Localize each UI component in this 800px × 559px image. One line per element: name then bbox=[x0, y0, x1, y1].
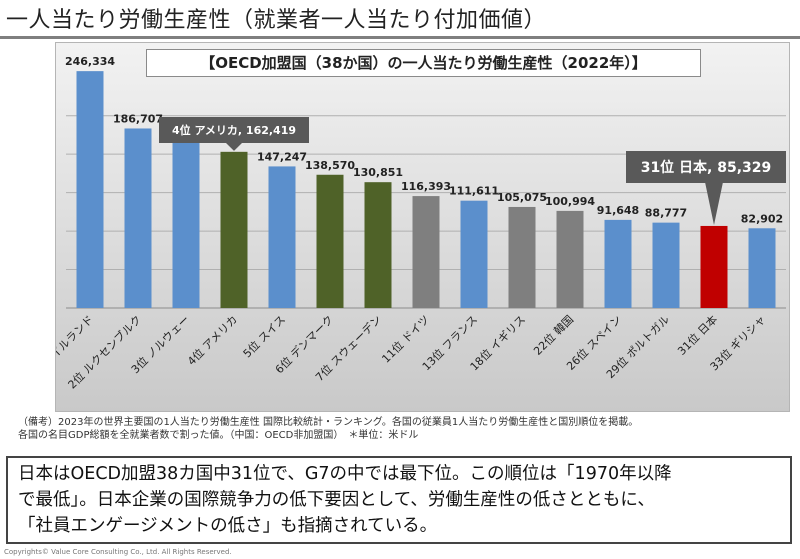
page-title: 一人当たり労働生産性（就業者一人当たり付加価値） bbox=[6, 8, 547, 33]
summary-line-3: 「社員エンゲージメントの低さ」も指摘されている。 bbox=[18, 516, 438, 536]
bar bbox=[364, 182, 392, 308]
bar bbox=[460, 200, 488, 308]
bar bbox=[124, 128, 152, 308]
category-label: 11位 ドイツ bbox=[379, 312, 432, 365]
bar bbox=[652, 222, 680, 308]
bar bbox=[748, 228, 776, 308]
bar bbox=[508, 206, 536, 308]
value-label: 147,247 bbox=[257, 150, 307, 163]
value-label: 105,075 bbox=[497, 191, 547, 204]
bar bbox=[604, 219, 632, 308]
value-label: 130,851 bbox=[353, 166, 403, 179]
value-label: 246,334 bbox=[65, 55, 115, 68]
summary-box: 日本はOECD加盟38カ国中31位で、G7の中では最下位。この順位は「1970年… bbox=[6, 456, 792, 544]
title-divider bbox=[0, 36, 800, 39]
bar bbox=[700, 225, 728, 308]
bar bbox=[412, 196, 440, 308]
copyright: Copyrights© Value Core Consulting Co., L… bbox=[4, 548, 232, 556]
notes-line-1: （備考）2023年の世界主要国の1人当たり労働生産性 国際比較統計・ランキング。… bbox=[18, 417, 639, 428]
bar bbox=[172, 138, 200, 308]
summary-line-1: 日本はOECD加盟38カ国中31位で、G7の中では最下位。この順位は「1970年… bbox=[18, 464, 672, 484]
value-label: 138,570 bbox=[305, 159, 355, 172]
callout-pointer bbox=[705, 182, 723, 225]
summary-line-2: で最低」。日本企業の国際競争力の低下要因として、労働生産性の低さとともに、 bbox=[18, 490, 655, 510]
value-label: 111,611 bbox=[449, 185, 499, 198]
category-label: 5位 スイス bbox=[240, 312, 288, 360]
notes-line-2: 各国の名目GDP総額を全就業者数で割った値。（中国：OECD非加盟国） ＊単位：… bbox=[18, 430, 419, 441]
value-label: 116,393 bbox=[401, 180, 451, 193]
bar bbox=[268, 166, 296, 308]
bar bbox=[556, 210, 584, 308]
category-label: 31位 日本 bbox=[675, 312, 721, 358]
callout-box bbox=[626, 151, 786, 183]
callout-label: 31位 日本, 85,329 bbox=[641, 159, 772, 176]
value-label: 88,777 bbox=[645, 207, 687, 220]
value-label: 100,994 bbox=[545, 195, 595, 208]
value-label: 186,707 bbox=[113, 112, 163, 125]
bar bbox=[316, 174, 344, 308]
chart-title: 【OECD加盟国（38か国）の一人当たり労働生産性（2022年）】 bbox=[146, 49, 701, 77]
callout-pointer bbox=[225, 142, 243, 151]
callout-label: 4位 アメリカ, 162,419 bbox=[172, 123, 296, 137]
callout-box bbox=[159, 117, 309, 143]
value-label: 82,902 bbox=[741, 212, 783, 225]
notes: （備考）2023年の世界主要国の1人当たり労働生産性 国際比較統計・ランキング。… bbox=[18, 416, 798, 442]
value-label: 91,648 bbox=[597, 204, 639, 217]
chart-panel: 【OECD加盟国（38か国）の一人当たり労働生産性（2022年）】 246,33… bbox=[55, 42, 790, 412]
bar bbox=[76, 71, 104, 308]
category-label: 22位 韓国 bbox=[531, 312, 577, 358]
category-label: 4位 アメリカ bbox=[184, 312, 240, 368]
bar bbox=[220, 151, 248, 308]
